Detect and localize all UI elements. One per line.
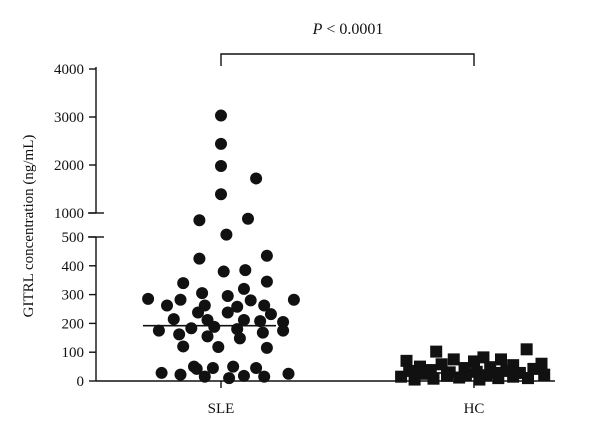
data-point-sle: [142, 292, 155, 305]
data-point-sle: [190, 362, 203, 375]
data-point-sle: [152, 324, 165, 337]
significance-annotation: P < 0.0001: [220, 21, 475, 66]
data-point-hc: [492, 372, 505, 385]
y-tick-label: 300: [62, 288, 85, 304]
data-point-sle: [215, 188, 227, 201]
data-point-hc: [527, 362, 540, 375]
data-point-hc: [395, 370, 408, 383]
y-tick-label: 400: [62, 259, 85, 275]
data-point-sle: [174, 293, 187, 306]
data-point-hc: [538, 368, 551, 381]
data-point-hc: [441, 369, 453, 382]
data-point-hc: [468, 355, 480, 368]
data-point-sle: [277, 315, 290, 328]
data-point-hc: [447, 353, 460, 366]
data-point-sle: [215, 109, 227, 122]
y-tick-label: 100: [62, 345, 85, 361]
y-axis: [88, 67, 104, 381]
x-tick-label-hc: HC: [464, 401, 485, 417]
data-point-hc: [408, 373, 421, 386]
data-point-sle: [193, 214, 206, 227]
data-point-sle: [217, 265, 230, 278]
data-point-sle: [237, 282, 250, 295]
data-point-hc: [520, 343, 533, 356]
data-point-sle: [231, 300, 244, 313]
x-axis: SLE HC: [96, 380, 555, 417]
data-point-sle: [221, 290, 234, 303]
data-point-sle: [260, 341, 273, 354]
y-axis-label: GITRL concentration (ng/mL): [21, 135, 37, 318]
data-point-sle: [237, 313, 250, 326]
data-point-sle: [227, 360, 240, 373]
x-tick-label-sle: SLE: [208, 401, 235, 417]
y-tick-label: 1000: [54, 206, 84, 222]
data-point-sle: [233, 332, 246, 345]
data-point-sle: [185, 322, 198, 335]
data-point-sle: [177, 340, 190, 353]
data-point-sle: [223, 372, 236, 385]
data-point-sle: [277, 324, 290, 337]
data-point-hc: [522, 372, 534, 385]
data-point-sle: [215, 159, 227, 172]
data-point-hc: [495, 353, 507, 366]
data-point-sle: [244, 294, 257, 307]
data-point-sle: [231, 323, 244, 336]
data-point-hc: [427, 372, 440, 385]
y-ticks: 0 100 200 300 400 500 1000 2000 3000 4000: [54, 62, 96, 390]
data-point-sle: [201, 330, 214, 343]
data-point-sle: [196, 287, 209, 300]
data-point-sle: [198, 370, 211, 383]
data-points: [142, 109, 551, 386]
data-point-hc: [473, 373, 486, 386]
data-point-sle: [250, 362, 263, 375]
y-tick-label: 2000: [54, 158, 84, 174]
data-point-sle: [155, 366, 168, 379]
data-point-hc: [453, 371, 466, 384]
data-point-sle: [173, 328, 186, 341]
data-point-sle: [260, 249, 273, 262]
y-tick-label: 0: [77, 374, 85, 390]
data-point-sle: [212, 341, 225, 354]
data-point-hc: [507, 370, 520, 383]
data-point-sle: [282, 367, 295, 380]
data-point-hc: [430, 345, 443, 358]
data-point-sle: [215, 137, 227, 150]
y-tick-label: 3000: [54, 110, 84, 126]
data-point-sle: [250, 172, 263, 185]
data-point-sle: [206, 362, 219, 375]
data-point-sle: [264, 308, 277, 321]
significance-bracket: [220, 53, 475, 66]
y-tick-label: 200: [62, 316, 85, 332]
data-point-sle: [220, 228, 233, 241]
data-point-hc: [400, 354, 413, 367]
y-tick-label: 500: [62, 230, 85, 246]
data-point-sle: [177, 277, 190, 290]
data-point-sle: [193, 252, 206, 265]
p-value-label: P < 0.0001: [312, 21, 384, 38]
data-point-sle: [174, 368, 187, 381]
data-point-sle: [167, 313, 180, 326]
data-point-sle: [256, 326, 269, 339]
data-point-sle: [161, 299, 173, 312]
data-point-sle: [260, 275, 273, 288]
data-point-sle: [208, 320, 221, 333]
data-point-sle: [254, 315, 267, 328]
data-point-sle: [239, 264, 252, 277]
data-point-sle: [287, 293, 300, 306]
data-point-sle: [242, 212, 254, 225]
data-point-sle: [258, 370, 271, 383]
data-point-sle: [221, 306, 234, 319]
data-point-sle: [192, 306, 205, 319]
y-tick-label: 4000: [54, 62, 84, 78]
data-point-hc: [477, 351, 490, 364]
data-point-sle: [258, 299, 271, 312]
data-point-sle: [237, 369, 250, 382]
